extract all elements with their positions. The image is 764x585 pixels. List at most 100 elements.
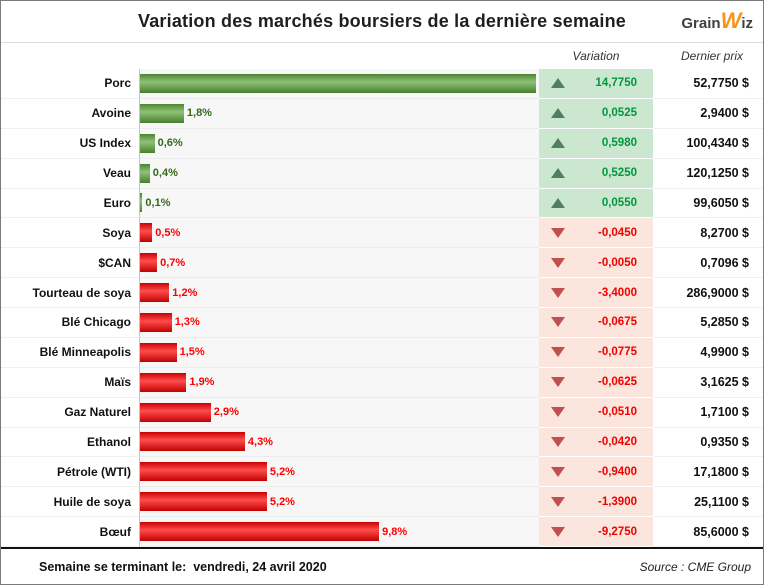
table-row: Ethanol 4,3% -0,0420 0,9350 $	[1, 427, 763, 458]
bar-cell: 1,5%	[139, 337, 539, 368]
table-row: Veau 0,4% 0,5250 120,1250 $	[1, 158, 763, 189]
row-label: Bœuf	[1, 517, 139, 547]
bar-cell: 0,7%	[139, 248, 539, 279]
bar-cell	[139, 69, 539, 99]
bar	[140, 103, 184, 123]
bar-pct-label: 9,8%	[382, 525, 408, 538]
grainwiz-logo: GrainWiz	[681, 6, 753, 39]
col-header-price: Dernier prix	[680, 49, 743, 63]
variation-value: -0,0450	[597, 226, 637, 239]
page-title: Variation des marchés boursiers de la de…	[137, 11, 627, 31]
bar	[140, 193, 143, 213]
bar	[140, 133, 155, 153]
price-value: 85,6000 $	[653, 517, 763, 547]
row-label: Porc	[1, 69, 139, 99]
row-label: Pétrole (WTI)	[1, 457, 139, 488]
variation-cell: -0,0510	[539, 397, 653, 428]
down-triangle-icon	[551, 347, 565, 358]
down-triangle-icon	[551, 526, 565, 537]
table-row: Euro 0,1% 0,0550 99,6050 $	[1, 188, 763, 219]
row-label: Ethanol	[1, 428, 139, 458]
price-value: 286,9000 $	[653, 278, 763, 308]
bar	[140, 73, 536, 93]
variation-cell: 0,0525	[539, 98, 653, 129]
bar-pct-label: 0,5%	[155, 226, 181, 239]
variation-value: -0,0510	[597, 406, 637, 419]
price-value: 100,4340 $	[653, 129, 763, 159]
row-label: Blé Chicago	[1, 308, 139, 338]
down-triangle-icon	[551, 227, 565, 238]
price-value: 52,7750 $	[653, 69, 763, 99]
footer: Semaine se terminant le: vendredi, 24 av…	[1, 549, 763, 584]
bar-pct-label: 1,8%	[186, 107, 212, 120]
price-value: 4,9900 $	[653, 338, 763, 368]
bar-cell: 0,6%	[139, 128, 539, 159]
bar	[140, 253, 158, 273]
down-triangle-icon	[551, 377, 565, 388]
bar	[140, 402, 211, 422]
row-label: Huile de soya	[1, 487, 139, 518]
bar-cell: 0,1%	[139, 188, 539, 219]
price-value: 99,6050 $	[653, 189, 763, 219]
row-label: US Index	[1, 129, 139, 159]
column-headers: Variation Dernier prix	[1, 43, 763, 69]
row-label: Avoine	[1, 99, 139, 129]
variation-cell: -0,0775	[539, 337, 653, 368]
bar	[140, 283, 170, 303]
table-row: Blé Chicago 1,3% -0,0675 5,2850 $	[1, 308, 763, 338]
header: Variation des marchés boursiers de la de…	[1, 1, 763, 43]
logo-text-grain: Grain	[681, 15, 721, 32]
bar-pct-label: 1,9%	[189, 376, 215, 389]
price-value: 25,1100 $	[653, 487, 763, 518]
col-header-variation: Variation	[572, 49, 620, 63]
up-triangle-icon	[551, 197, 565, 208]
bar-cell: 1,3%	[139, 308, 539, 338]
bar-cell: 0,4%	[139, 158, 539, 189]
variation-value: 0,5250	[601, 167, 637, 180]
table-row: US Index 0,6% 0,5980 100,4340 $	[1, 128, 763, 159]
table-row: Huile de soya 5,2% -1,3900 25,1100 $	[1, 487, 763, 518]
bar-pct-label: 0,1%	[145, 196, 171, 209]
variation-value: -0,0675	[597, 316, 637, 329]
variation-cell: -1,3900	[539, 487, 653, 518]
rows: Porc 14,7750 52,7750 $ Avoine 1,8% 0,052…	[1, 69, 763, 547]
variation-value: -1,3900	[597, 495, 637, 508]
bar	[140, 492, 267, 512]
up-triangle-icon	[551, 168, 565, 179]
table-row: Blé Minneapolis 1,5% -0,0775 4,9900 $	[1, 337, 763, 368]
bar-pct-label: 5,2%	[269, 465, 295, 478]
bar	[140, 372, 187, 392]
variation-value: 0,0525	[601, 107, 637, 120]
table-row: Avoine 1,8% 0,0525 2,9400 $	[1, 98, 763, 129]
row-label: Euro	[1, 189, 139, 219]
bar-pct-label: 2,9%	[213, 406, 239, 419]
down-triangle-icon	[551, 257, 565, 268]
bar-pct-label: 0,7%	[160, 256, 186, 269]
bar-cell: 4,3%	[139, 427, 539, 458]
variation-value: -9,2750	[597, 525, 637, 538]
bar	[140, 312, 172, 332]
variation-cell: 0,0550	[539, 188, 653, 219]
row-label: Blé Minneapolis	[1, 338, 139, 368]
bar-pct-label: 1,2%	[172, 286, 198, 299]
variation-value: 0,0550	[601, 196, 637, 209]
bar-pct-label: 5,2%	[269, 495, 295, 508]
row-label: Gaz Naturel	[1, 398, 139, 428]
table-row: Pétrole (WTI) 5,2% -0,9400 17,1800 $	[1, 457, 763, 488]
row-label: Maïs	[1, 368, 139, 398]
variation-cell: -0,0675	[539, 308, 653, 338]
bar-cell: 9,8%	[139, 517, 539, 547]
down-triangle-icon	[551, 407, 565, 418]
variation-value: -0,0050	[597, 256, 637, 269]
variation-cell: 0,5250	[539, 158, 653, 189]
bar-cell: 5,2%	[139, 457, 539, 488]
price-value: 0,9350 $	[653, 428, 763, 458]
bar-cell: 1,2%	[139, 278, 539, 308]
row-label: Veau	[1, 159, 139, 189]
variation-value: -0,0775	[597, 346, 637, 359]
variation-cell: 0,5980	[539, 128, 653, 159]
row-label: Soya	[1, 218, 139, 249]
price-value: 5,2850 $	[653, 308, 763, 338]
bar-cell: 0,5%	[139, 218, 539, 249]
bar-cell: 5,2%	[139, 487, 539, 518]
